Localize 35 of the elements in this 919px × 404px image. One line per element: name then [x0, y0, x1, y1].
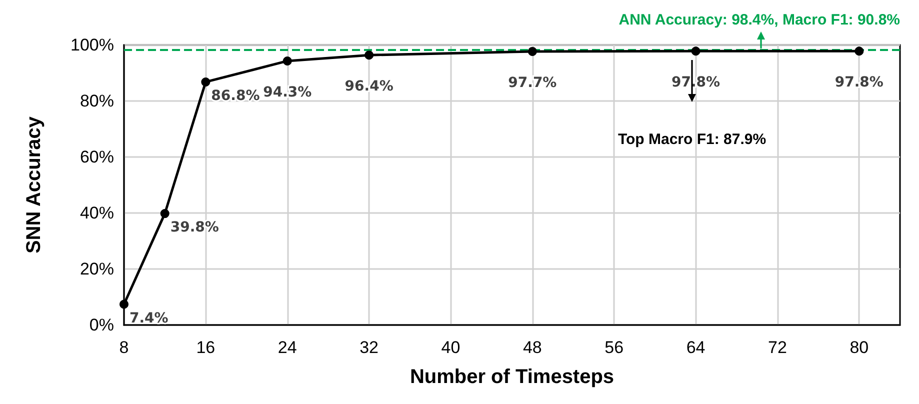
y-tick-label: 100%: [70, 36, 114, 54]
x-tick-label: 32: [360, 338, 379, 357]
x-tick-label: 72: [768, 338, 787, 357]
data-label: 94.3%: [263, 84, 312, 100]
x-tick-label: 56: [604, 338, 624, 357]
x-tick-label: 80: [850, 338, 869, 357]
x-tick-label: 48: [522, 338, 542, 357]
annotation: Top Macro F1: 87.9%: [618, 131, 766, 148]
point: [691, 46, 700, 56]
y-tick-label: 20%: [80, 260, 114, 278]
data-label: 97.7%: [508, 74, 557, 91]
x-tick-label: 64: [686, 338, 706, 357]
x-tick-label: 40: [441, 338, 460, 357]
data-label: 96.4%: [344, 78, 394, 95]
x-tick-label: 24: [278, 338, 297, 357]
point: [528, 46, 537, 56]
y-axis-title: SNN Accuracy: [23, 116, 45, 254]
data-label: 86.8%: [211, 88, 260, 104]
y-tick-label: 0%: [89, 316, 114, 334]
x-tick-label: 8: [119, 338, 129, 357]
y-tick-label: 80%: [80, 92, 114, 110]
ref-line-label: ANN Accuracy: 98.4%, Macro F1: 90.8%: [618, 11, 900, 28]
data-label: 97.8%: [834, 74, 884, 91]
data-label: 39.8%: [170, 220, 219, 236]
y-tick-label: 60%: [80, 148, 114, 166]
x-axis-title: Number of Timesteps: [410, 366, 614, 388]
point: [282, 56, 292, 66]
x-tick-label: 16: [196, 338, 216, 357]
point: [364, 50, 374, 60]
point: [201, 77, 210, 86]
data-label: 7.4%: [130, 310, 168, 326]
point: [160, 209, 170, 218]
point: [120, 300, 128, 309]
y-tick-label: 40%: [80, 204, 114, 222]
point: [854, 46, 864, 56]
